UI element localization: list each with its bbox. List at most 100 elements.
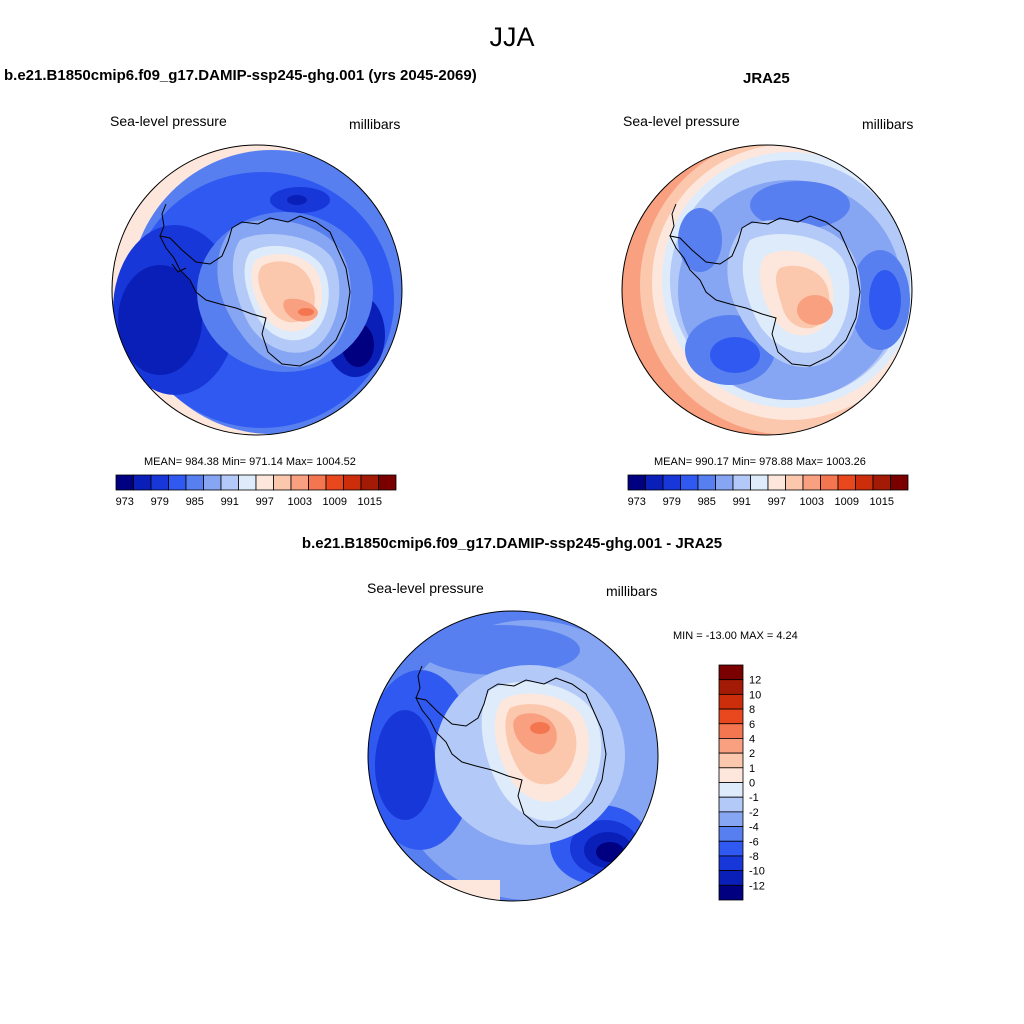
model-stats: MEAN= 984.38 Min= 971.14 Max= 1004.52 bbox=[144, 456, 356, 468]
colorbar-tick-label: -10 bbox=[749, 866, 765, 878]
colorbar-box bbox=[785, 474, 804, 491]
colorbar-box bbox=[837, 474, 856, 491]
model-coastline bbox=[159, 203, 351, 367]
colorbar-tick-label: 10 bbox=[749, 689, 761, 701]
colorbar-box bbox=[718, 826, 744, 842]
colorbar-box bbox=[150, 474, 169, 491]
colorbar-box bbox=[718, 679, 744, 695]
colorbar-box bbox=[645, 474, 664, 491]
model-polar-map bbox=[112, 145, 402, 435]
colorbar-box bbox=[820, 474, 839, 491]
colorbar-box bbox=[680, 474, 699, 491]
colorbar-box bbox=[238, 474, 257, 491]
obs-polar-map bbox=[622, 145, 912, 435]
colorbar-box bbox=[718, 752, 744, 769]
obs-panel-title: JRA25 bbox=[743, 70, 790, 87]
colorbar-tick-label: 973 bbox=[628, 496, 646, 508]
colorbar-box bbox=[718, 782, 744, 798]
colorbar-box bbox=[115, 474, 134, 491]
colorbar-tick-label: 991 bbox=[221, 496, 239, 508]
colorbar-tick-label: 1009 bbox=[835, 496, 859, 508]
colorbar-box bbox=[718, 870, 744, 886]
colorbar-tick-label: 1015 bbox=[870, 496, 894, 508]
colorbar-box bbox=[718, 796, 744, 813]
colorbar-box bbox=[360, 474, 379, 491]
colorbar-box bbox=[890, 474, 909, 491]
colorbar-box bbox=[325, 474, 344, 491]
colorbar-box bbox=[627, 474, 646, 491]
colorbar-box bbox=[802, 474, 821, 491]
colorbar-tick-label: 1003 bbox=[800, 496, 824, 508]
colorbar-box bbox=[718, 708, 744, 725]
colorbar-box bbox=[718, 811, 744, 827]
colorbar-box bbox=[168, 474, 187, 491]
obs-units-label: millibars bbox=[862, 116, 914, 132]
colorbar-box bbox=[718, 767, 744, 783]
colorbar-box bbox=[718, 840, 744, 857]
colorbar-box bbox=[133, 474, 152, 491]
colorbar-tick-label: 4 bbox=[749, 733, 755, 745]
colorbar-tick-label: -4 bbox=[749, 822, 759, 834]
colorbar-box bbox=[718, 738, 744, 754]
diff-stats: MIN = -13.00 MAX = 4.24 bbox=[673, 630, 798, 642]
colorbar-box bbox=[767, 474, 786, 491]
colorbar-tick-label: 979 bbox=[663, 496, 681, 508]
colorbar-tick-label: 997 bbox=[256, 496, 274, 508]
obs-map-border bbox=[621, 144, 913, 436]
colorbar-box bbox=[718, 664, 744, 681]
colorbar-box bbox=[273, 474, 292, 491]
diff-units-label: millibars bbox=[606, 583, 658, 599]
colorbar-box bbox=[718, 855, 744, 872]
colorbar-tick-label: 1009 bbox=[323, 496, 347, 508]
colorbar-box bbox=[872, 474, 891, 491]
colorbar-box bbox=[290, 474, 309, 491]
colorbar-tick-label: 8 bbox=[749, 704, 755, 716]
colorbar-tick-label: 979 bbox=[151, 496, 169, 508]
colorbar-tick-label: 991 bbox=[733, 496, 751, 508]
colorbar-tick-label: -1 bbox=[749, 792, 759, 804]
colorbar-tick-label: 0 bbox=[749, 778, 755, 790]
colorbar-box bbox=[715, 474, 734, 491]
colorbar-box bbox=[750, 474, 769, 491]
colorbar-box bbox=[718, 884, 744, 901]
colorbar-tick-label: 6 bbox=[749, 719, 755, 731]
colorbar-tick-label: -2 bbox=[749, 807, 759, 819]
colorbar-tick-label: 1 bbox=[749, 763, 755, 775]
colorbar-box bbox=[732, 474, 751, 491]
colorbar-box bbox=[308, 474, 327, 491]
model-variable-label: Sea-level pressure bbox=[110, 113, 227, 129]
colorbar-tick-label: 1015 bbox=[358, 496, 382, 508]
obs-coastline bbox=[669, 203, 861, 367]
colorbar-box bbox=[718, 723, 744, 739]
colorbar-tick-label: -6 bbox=[749, 836, 759, 848]
colorbar-tick-label: 997 bbox=[768, 496, 786, 508]
diff-variable-label: Sea-level pressure bbox=[367, 580, 484, 596]
obs-colorbar: 973 979 985 991 997 1003 1009 1015 bbox=[627, 474, 909, 508]
diff-coastline bbox=[415, 665, 607, 829]
obs-stats: MEAN= 990.17 Min= 978.88 Max= 1003.26 bbox=[654, 456, 866, 468]
diff-panel-title: b.e21.B1850cmip6.f09_g17.DAMIP-ssp245-gh… bbox=[301, 535, 723, 552]
colorbar-box bbox=[203, 474, 222, 491]
model-colorbar: 973 979 985 991 997 1003 1009 1015 bbox=[115, 474, 397, 508]
figure-title: JJA bbox=[489, 22, 535, 52]
colorbar-box bbox=[343, 474, 362, 491]
colorbar-box bbox=[718, 693, 744, 710]
colorbar-box bbox=[185, 474, 204, 491]
model-panel-title: b.e21.B1850cmip6.f09_g17.DAMIP-ssp245-gh… bbox=[4, 67, 477, 84]
colorbar-tick-label: 1003 bbox=[288, 496, 312, 508]
colorbar-tick-label: 12 bbox=[749, 675, 761, 687]
colorbar-box bbox=[855, 474, 874, 491]
colorbar-box bbox=[255, 474, 274, 491]
diff-map-border bbox=[367, 610, 659, 902]
colorbar-tick-label: 973 bbox=[116, 496, 134, 508]
colorbar-box bbox=[378, 474, 397, 491]
colorbar-box bbox=[697, 474, 716, 491]
colorbar-tick-label: -8 bbox=[749, 851, 759, 863]
colorbar-tick-label: 2 bbox=[749, 748, 755, 760]
colorbar-tick-label: -12 bbox=[749, 880, 765, 892]
colorbar-tick-label: 985 bbox=[698, 496, 716, 508]
model-map-border bbox=[111, 144, 403, 436]
obs-variable-label: Sea-level pressure bbox=[623, 113, 740, 129]
